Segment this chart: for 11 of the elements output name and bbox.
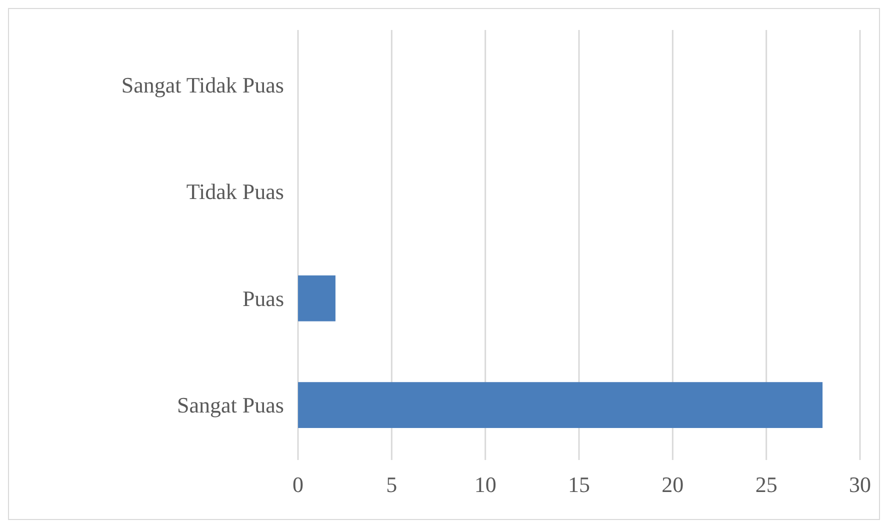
x-tick-label: 5: [386, 472, 398, 497]
x-tick-label: 0: [292, 472, 304, 497]
x-tick-label: 10: [474, 472, 496, 497]
y-tick-label: Sangat Puas: [177, 392, 284, 418]
x-tick-label: 25: [755, 472, 778, 497]
x-tick-label: 15: [568, 472, 590, 497]
y-tick-label: Puas: [242, 286, 284, 311]
x-tick-label: 30: [849, 472, 871, 497]
y-tick-label: Sangat Tidak Puas: [121, 72, 284, 98]
x-tick-label: 20: [662, 472, 684, 497]
y-tick-label: Tidak Puas: [186, 179, 284, 204]
